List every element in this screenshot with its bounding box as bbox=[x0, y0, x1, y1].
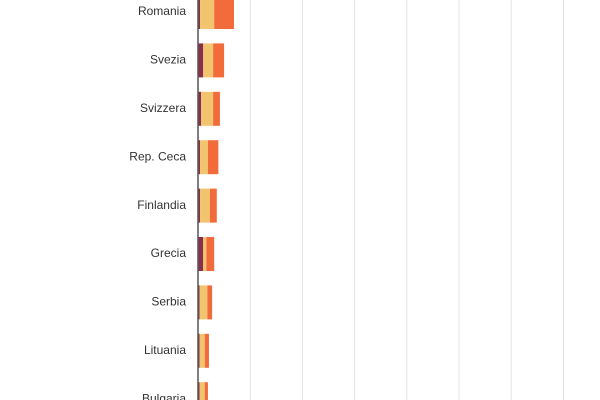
bar-segment bbox=[198, 382, 200, 400]
bar-segment bbox=[207, 285, 213, 320]
bar-segment bbox=[200, 140, 208, 175]
bar-segment bbox=[198, 333, 200, 368]
bar-segment bbox=[201, 91, 214, 126]
bar-segment bbox=[207, 140, 219, 175]
bar-segment bbox=[204, 333, 209, 368]
bar-segment bbox=[214, 0, 235, 29]
bar-segment bbox=[203, 237, 207, 271]
y-tick-label: Svizzera bbox=[140, 101, 186, 115]
bar-segment bbox=[199, 333, 205, 368]
bar-segment bbox=[200, 0, 215, 29]
bar-segment bbox=[198, 43, 204, 78]
y-tick-label: Rep. Ceca bbox=[129, 149, 186, 163]
bar-segment bbox=[210, 188, 217, 223]
y-tick-label: Grecia bbox=[151, 246, 187, 260]
bar-segment bbox=[213, 91, 220, 126]
y-tick-label: Romania bbox=[138, 4, 186, 18]
y-tick-label: Serbia bbox=[151, 295, 186, 309]
bar-segment bbox=[206, 237, 215, 271]
bar-segment bbox=[198, 237, 204, 271]
bar-segment bbox=[199, 382, 205, 400]
bar-segment bbox=[200, 188, 211, 223]
bar-segment bbox=[198, 0, 201, 29]
bar-segment bbox=[198, 188, 201, 223]
bar-segment bbox=[203, 43, 214, 78]
y-tick-label: Svezia bbox=[150, 53, 186, 67]
y-tick-label: Bulgaria bbox=[142, 391, 186, 400]
bar-segment bbox=[199, 285, 208, 320]
y-tick-label: Finlandia bbox=[137, 198, 186, 212]
bar-segment bbox=[213, 43, 225, 78]
bar-segment bbox=[198, 140, 201, 175]
bar-segment bbox=[198, 91, 202, 126]
bar-segment bbox=[198, 285, 200, 320]
y-tick-label: Lituania bbox=[144, 343, 186, 357]
bar-segment bbox=[204, 382, 208, 400]
